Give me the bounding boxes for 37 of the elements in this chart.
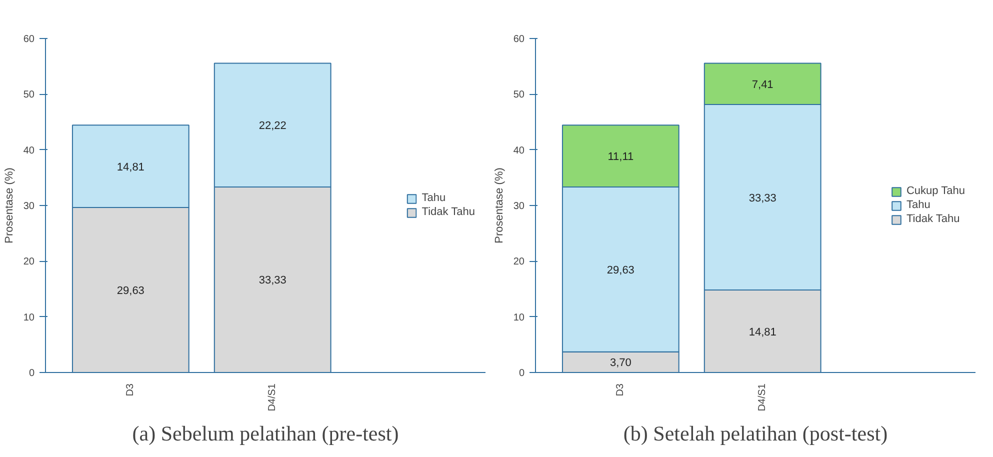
y-tick-label: 10: [513, 312, 525, 324]
data-label: 33,33: [748, 192, 776, 204]
data-label: 22,22: [258, 120, 286, 132]
data-label: 7,41: [752, 78, 774, 91]
legend-label: Tahu: [906, 199, 930, 211]
text: (b) Setelah pelatihan (post-test): [623, 422, 888, 446]
y-axis-title: Prosentase (%): [493, 168, 506, 244]
y-tick-label: 40: [23, 145, 35, 156]
y-tick-label: 50: [23, 90, 35, 101]
data-label: 33,33: [258, 274, 286, 287]
y-tick-label: 30: [513, 201, 525, 212]
legend-label: Tahu: [422, 192, 446, 204]
y-tick-label: 0: [518, 368, 525, 379]
x-tick-label: D3: [125, 383, 136, 396]
y-tick-label: 20: [23, 256, 35, 268]
legend-label: Cukup Tahu: [906, 185, 965, 197]
y-tick-label: 60: [23, 34, 35, 45]
y-tick-label: 60: [513, 34, 525, 45]
legend-label: Tidak Tahu: [422, 206, 475, 218]
y-tick-label: 50: [513, 90, 525, 101]
x-tick-label: D4/S1: [757, 383, 768, 412]
y-axis-title: Prosentase (%): [3, 168, 16, 244]
data-label: 11,11: [608, 151, 634, 164]
x-tick-label: D4/S1: [267, 383, 278, 412]
legend-label: Tidak Tahu: [906, 213, 960, 225]
y-tick-label: 40: [513, 145, 525, 156]
x-tick-label: D3: [615, 383, 626, 396]
data-label: 29,63: [116, 285, 144, 298]
y-tick-label: 20: [513, 256, 525, 268]
y-tick-label: 10: [23, 312, 35, 324]
data-label: 14,81: [748, 326, 776, 338]
data-label: 3,70: [610, 357, 632, 370]
data-label: 29,63: [606, 264, 634, 276]
data-label: 14,81: [116, 161, 144, 174]
text: (a) Sebelum pelatihan (pre-test): [132, 422, 399, 446]
y-tick-label: 30: [23, 201, 35, 212]
y-tick-label: 0: [28, 368, 35, 379]
